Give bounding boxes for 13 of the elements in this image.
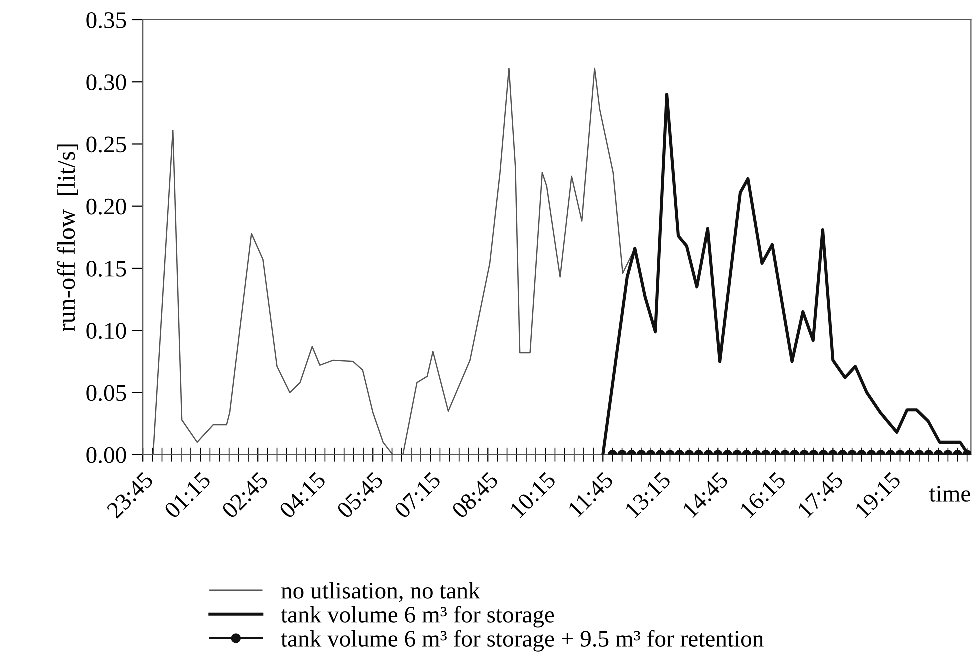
y-tick-label: 0.10 [86,323,126,340]
y-tick-label: 0.20 [86,198,126,215]
y-tick-label: 0.30 [86,74,126,91]
legend-label: tank volume 6 m³ for storage + 9.5 m³ for retention [281,630,764,652]
y-axis-title: run-off flow [lit/s] [57,144,78,332]
y-tick-label: 0.35 [86,12,126,29]
y-tick-label: 0.15 [86,260,126,278]
legend-label: tank volume 6 m³ for storage [281,606,554,628]
y-tick-label: 0.00 [86,447,126,464]
legend-label: no utlisation, no tank [282,582,480,602]
x-axis-title: time [929,486,970,502]
y-tick-label: 0.25 [86,136,126,153]
y-tick-label: 0.05 [86,385,126,402]
